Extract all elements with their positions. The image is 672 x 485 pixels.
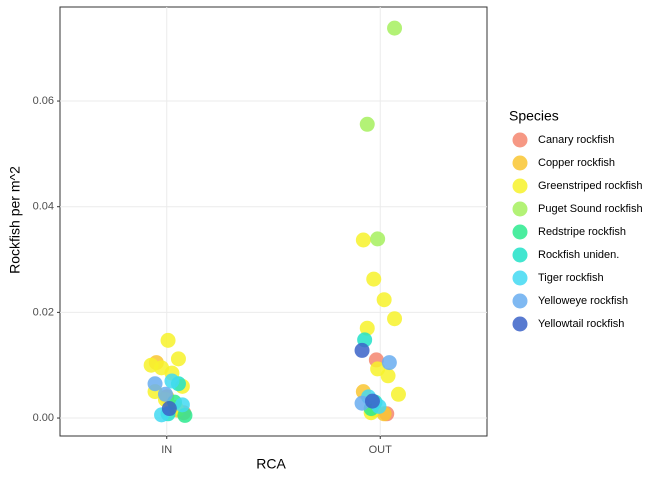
legend: Canary rockfish Copper rockfish Greenstrip… <box>512 132 643 332</box>
point <box>161 401 177 417</box>
legend-swatch <box>512 132 528 148</box>
point <box>366 271 382 287</box>
point <box>370 231 386 247</box>
y-tick-label: 0.06 <box>33 95 54 107</box>
legend-label: Greenstriped rockfish <box>538 180 643 192</box>
x-tick-label: IN <box>161 444 172 456</box>
point <box>174 397 190 413</box>
point <box>147 376 163 392</box>
y-tick-label: 0.00 <box>33 412 54 424</box>
y-tick-label: 0.02 <box>33 306 54 318</box>
point <box>354 342 370 358</box>
x-tick-label: OUT <box>369 444 393 456</box>
legend-swatch <box>512 293 528 309</box>
legend-swatch <box>512 201 528 217</box>
point <box>359 116 375 132</box>
point <box>364 393 380 409</box>
point <box>359 320 375 336</box>
legend-swatch <box>512 247 528 263</box>
point <box>376 292 392 308</box>
point <box>355 232 371 248</box>
point <box>164 373 180 389</box>
legend-label: Yellowtail rockfish <box>538 318 624 330</box>
legend-title: Species <box>509 108 559 124</box>
y-axis-title: Rockfish per m^2 <box>7 166 23 274</box>
plot-panel <box>59 6 488 437</box>
point <box>390 386 406 402</box>
legend-label: Yelloweye rockfish <box>538 295 628 307</box>
point <box>170 351 186 367</box>
point <box>387 20 403 36</box>
point <box>160 332 176 348</box>
points <box>143 20 406 423</box>
legend-label: Redstripe rockfish <box>538 226 626 238</box>
grid: 0.00 0.02 0.04 0.06 IN OUT <box>33 7 487 456</box>
legend-label: Canary rockfish <box>538 134 614 146</box>
legend-label: Tiger rockfish <box>538 272 604 284</box>
legend-swatch <box>512 316 528 332</box>
legend-swatch <box>512 270 528 286</box>
legend-swatch <box>512 178 528 194</box>
point <box>380 368 396 384</box>
legend-swatch <box>512 224 528 240</box>
legend-label: Puget Sound rockfish <box>538 203 643 215</box>
y-tick-label: 0.04 <box>33 201 54 213</box>
point <box>387 311 403 327</box>
legend-label: Copper rockfish <box>538 157 615 169</box>
legend-swatch <box>512 155 528 171</box>
point <box>381 355 397 371</box>
point <box>157 386 173 402</box>
legend-label: Rockfish uniden. <box>538 249 619 261</box>
x-axis-title: RCA <box>256 456 286 472</box>
